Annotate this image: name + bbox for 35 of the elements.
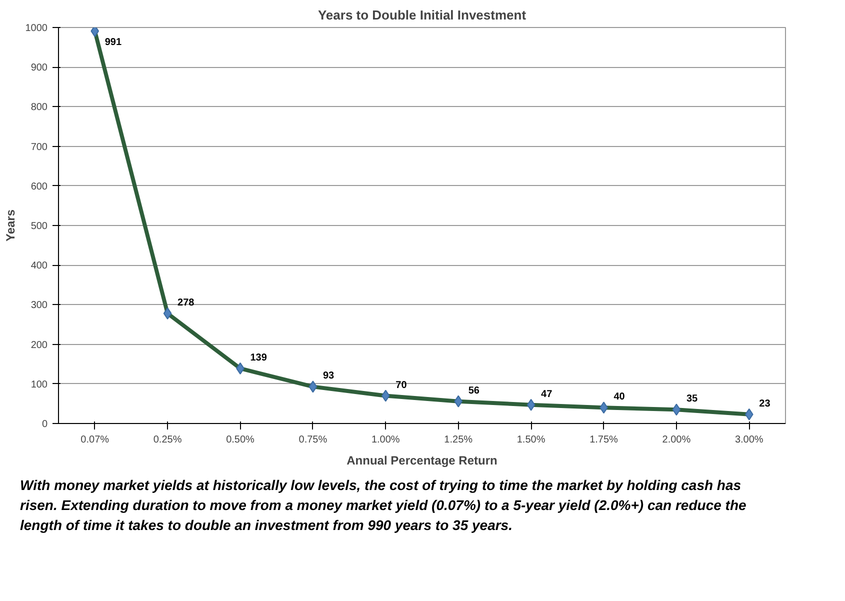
data-label: 23 [759,398,771,410]
x-tick-label: 2.00% [662,434,691,446]
y-tick-label: 900 [30,62,48,74]
data-label: 278 [178,297,195,308]
x-tick-label: 0.07% [80,434,110,446]
data-label: 93 [322,370,335,382]
x-axis-title: Annual Percentage Return [346,454,498,468]
x-tick-label: 1.25% [444,434,473,446]
data-label: 40 [614,392,626,403]
data-label: 35 [686,394,698,405]
y-tick-label: 700 [30,142,48,153]
data-label: 991 [104,37,122,48]
y-tick-label: 400 [30,260,48,272]
y-tick-label: 300 [30,300,48,312]
y-tick-label: 500 [30,221,48,232]
text: With money market yields at historically low levels, the cost of trying to time the market by holding cash has risen. Extending duration to move from a money market yield (0.07%) to a 5-year yield (2.0%+) can reduce the length of time it takes to double an investment from 990 years to 35 years. [20,476,748,535]
chart-title: Years to Double Initial Investment [318,8,527,22]
x-tick-label: 0.25% [153,434,182,446]
y-axis-title: Years [3,209,18,242]
x-tick-label: 3.00% [734,434,764,446]
x-tick-label: 0.50% [226,434,255,446]
x-tick-label: 1.75% [590,434,618,446]
x-tick-label: 0.75% [298,434,328,446]
y-tick-label: 200 [30,340,48,351]
x-tick-label: 1.50% [516,434,546,446]
y-tick-label: 600 [30,181,48,192]
y-tick-label: 0 [42,419,48,430]
data-label: 47 [541,388,553,400]
data-label: 56 [468,385,480,396]
y-tick-label: 800 [30,102,48,114]
data-label: 70 [396,380,408,391]
y-tick-label: 1000 [25,23,48,34]
data-label: 139 [250,352,268,364]
x-tick-label: 1.00% [371,434,400,446]
y-tick-label: 100 [30,379,48,390]
